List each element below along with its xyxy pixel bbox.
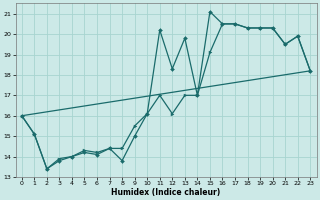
X-axis label: Humidex (Indice chaleur): Humidex (Indice chaleur): [111, 188, 221, 197]
